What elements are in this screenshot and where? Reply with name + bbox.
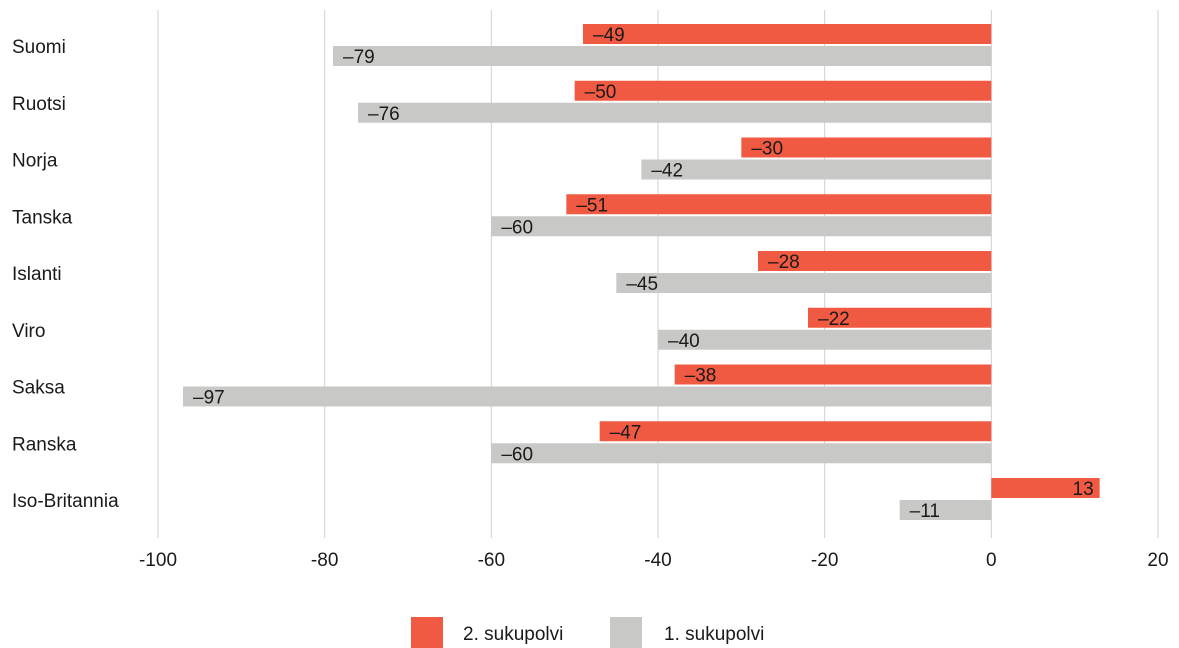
bar-first-generation <box>491 216 992 237</box>
bar-value-label: –40 <box>668 331 700 352</box>
category-label: Suomi <box>12 37 66 58</box>
bar-value-label: –45 <box>626 274 658 295</box>
bar-value-label: –97 <box>193 388 225 409</box>
bar-first-generation <box>358 102 992 123</box>
bar-value-label: –49 <box>593 25 625 46</box>
category-label: Iso-Britannia <box>12 491 119 512</box>
bar-second-generation <box>674 364 992 385</box>
bar-value-label: –11 <box>910 501 940 522</box>
bar-value-label: –30 <box>751 139 783 160</box>
bar-first-generation <box>333 46 992 66</box>
bar-second-generation <box>991 478 1100 498</box>
bar-first-generation <box>899 500 992 520</box>
bar-second-generation <box>566 194 992 215</box>
bar-first-generation <box>616 273 992 293</box>
x-tick-label: 20 <box>1147 550 1168 571</box>
bar-value-label: –76 <box>368 104 400 125</box>
x-tick-label: -40 <box>644 550 671 571</box>
category-label: Norja <box>12 151 58 172</box>
bar-value-label: –28 <box>768 252 800 273</box>
x-tick-label: 0 <box>986 550 997 571</box>
bar-value-label: –47 <box>610 422 642 443</box>
category-label: Islanti <box>12 264 62 285</box>
category-label: Ruotsi <box>12 94 66 115</box>
category-label: Viro <box>12 321 45 342</box>
bar-value-label: –79 <box>343 47 375 68</box>
bar-second-generation <box>758 251 992 271</box>
bar-first-generation <box>658 329 992 350</box>
bar-first-generation <box>491 443 992 464</box>
x-axis-tick-labels: -100 -80 -60 -40 -20 0 20 <box>139 550 1169 571</box>
legend: 2. sukupolvi 1. sukupolvi <box>411 617 764 648</box>
bar-value-label: –38 <box>685 366 717 387</box>
bar-second-generation <box>599 421 992 442</box>
legend-label: 1. sukupolvi <box>664 624 764 645</box>
bar-value-label: –22 <box>818 309 850 330</box>
category-labels: Suomi Ruotsi Norja Tanska Islanti Viro Saksa Ra… <box>12 37 119 512</box>
bar-value-labels: –49 –79 –50 –76 –30 –42 –51 –60 –28 –45 –22 –40 –38 –… <box>193 25 1094 522</box>
bar-second-generation <box>741 137 992 158</box>
bar-second-generation <box>574 80 992 101</box>
category-label: Ranska <box>12 434 77 455</box>
x-tick-label: -60 <box>478 550 505 571</box>
bar-value-label: –60 <box>501 217 533 238</box>
bar-second-generation <box>583 24 992 44</box>
legend-swatch <box>610 617 642 648</box>
bar-value-label: –50 <box>585 82 617 103</box>
bar-value-label: –51 <box>576 195 608 216</box>
bar-value-label: –60 <box>501 444 533 465</box>
bar-second-generation <box>808 307 992 328</box>
x-tick-label: -100 <box>139 550 177 571</box>
bar-value-label: 13 <box>1073 479 1094 500</box>
bars <box>183 24 1100 520</box>
legend-label: 2. sukupolvi <box>463 624 563 645</box>
x-tick-label: -80 <box>311 550 338 571</box>
bar-value-label: –42 <box>651 161 683 182</box>
category-label: Saksa <box>12 378 65 399</box>
bar-first-generation <box>183 386 992 407</box>
category-label: Tanska <box>12 207 73 228</box>
bar-first-generation <box>641 159 992 180</box>
legend-swatch <box>411 617 443 648</box>
x-tick-label: -20 <box>811 550 838 571</box>
